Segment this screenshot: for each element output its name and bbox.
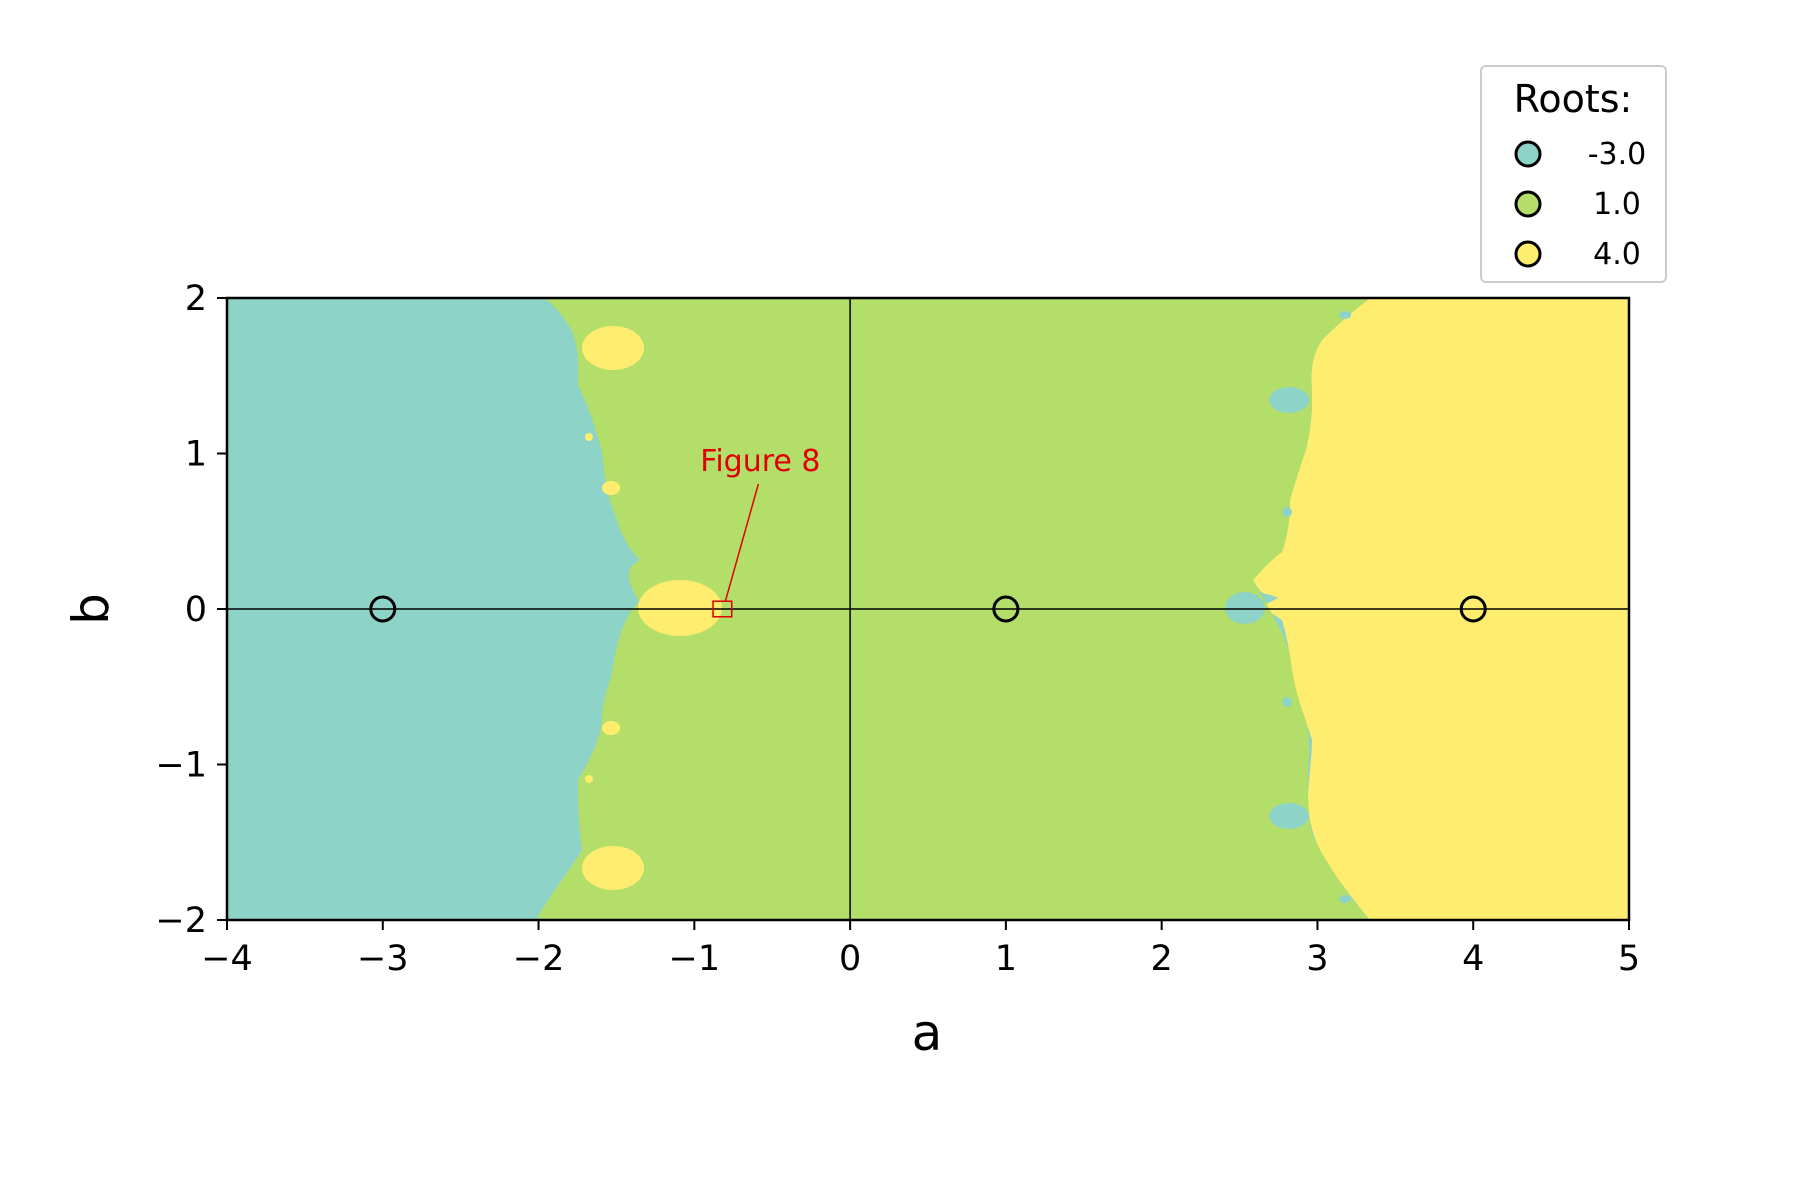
axes-lines	[227, 298, 1629, 920]
y-tick-label: −2	[155, 901, 207, 941]
annotation-box	[712, 600, 733, 618]
x-tick-label: −2	[513, 939, 565, 979]
bulb-teal-top	[1269, 387, 1309, 413]
annotation-pointer	[724, 483, 760, 602]
y-tick-label: 2	[185, 279, 207, 319]
x-axis-ticks: −4 −3 −2 −1 0 1 2 3 4 5	[201, 920, 1640, 979]
legend-marker	[1514, 190, 1542, 218]
annotation-label: Figure 8	[700, 444, 820, 479]
bulb-yellow-small-1	[602, 481, 620, 495]
x-tick-label: −3	[357, 939, 409, 979]
bulb-teal-small-3	[1339, 311, 1351, 319]
x-tick-label: −1	[669, 939, 721, 979]
root-marker	[1459, 595, 1487, 623]
root-marker	[992, 595, 1020, 623]
x-tick-label: 2	[1151, 939, 1173, 979]
bulb-yellow-small-4	[585, 775, 593, 783]
bulb-yellow-small-2	[602, 721, 620, 735]
bulb-teal-bottom	[1269, 803, 1309, 829]
bulb-teal-small-2	[1282, 697, 1292, 707]
bulb-yellow-small-3	[585, 433, 593, 441]
y-tick-label: 1	[185, 435, 207, 475]
figure-annotation: Figure 8	[700, 444, 820, 618]
legend-frame	[1480, 65, 1667, 283]
bulb-yellow-bottom	[582, 846, 644, 890]
root-marker	[369, 595, 397, 623]
bulb-teal-small-4	[1339, 895, 1351, 903]
bulb-teal-small-1	[1282, 507, 1292, 517]
root-markers	[369, 595, 1487, 623]
legend-title: Roots:	[1514, 77, 1633, 121]
x-tick-label: −4	[201, 939, 253, 979]
y-tick-label: −1	[155, 746, 207, 786]
legend: Roots: -3.0 1.0 4.0	[1480, 65, 1667, 283]
legend-label: 4.0	[1593, 237, 1641, 272]
y-tick-label: 0	[185, 590, 207, 630]
y-axis-ticks: −2 −1 0 1 2	[155, 279, 227, 941]
bulb-yellow-top	[582, 326, 644, 370]
bulb-teal-center	[1225, 592, 1265, 624]
legend-label: 1.0	[1593, 187, 1641, 222]
legend-marker	[1514, 140, 1542, 168]
y-axis-label: b	[62, 593, 120, 625]
x-axis-label: a	[912, 1004, 943, 1062]
x-tick-label: 1	[995, 939, 1017, 979]
legend-label: -3.0	[1588, 137, 1647, 172]
x-tick-label: 5	[1618, 939, 1640, 979]
legend-marker	[1514, 240, 1542, 268]
x-tick-label: 3	[1306, 939, 1328, 979]
x-tick-label: 0	[839, 939, 861, 979]
x-tick-label: 4	[1462, 939, 1484, 979]
bulb-yellow-center	[638, 580, 722, 636]
